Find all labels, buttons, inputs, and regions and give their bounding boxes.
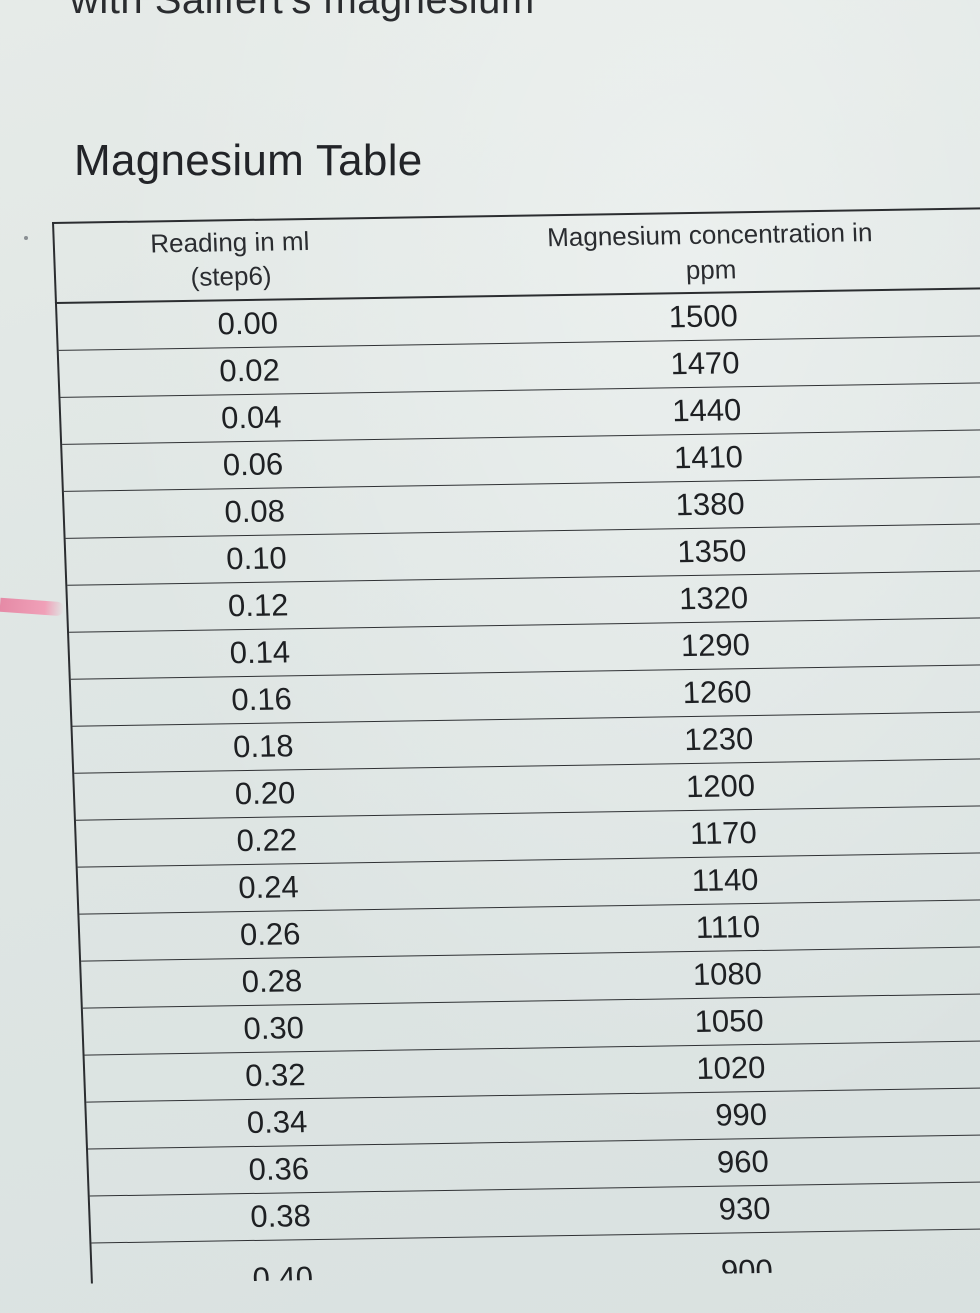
ppm-cell: 1290 xyxy=(449,627,750,668)
ppm-value: 960 xyxy=(716,1143,770,1180)
ppm-cell: 900 xyxy=(471,1235,773,1284)
ppm-cell: 1470 xyxy=(439,345,740,386)
table-body: 0.00 1500 0.02 1470 0.04 1440 0.06 1410 0.08 1380… xyxy=(55,288,980,1284)
reading-value: 0.00 xyxy=(216,305,279,342)
reading-cell: 0.18 xyxy=(73,726,454,768)
ppm-value: 1050 xyxy=(693,1002,765,1039)
ppm-value: 1230 xyxy=(683,721,754,758)
reading-value: 0.16 xyxy=(230,681,293,718)
page-title: Magnesium Table xyxy=(74,136,423,185)
reading-value: 0.30 xyxy=(242,1010,305,1047)
ppm-value: 1290 xyxy=(680,627,751,664)
reading-value: 0.24 xyxy=(237,869,300,906)
header-concentration-line1: Magnesium concentration in xyxy=(546,217,873,253)
ppm-value: 1110 xyxy=(695,908,761,945)
header-concentration: Magnesium concentration in ppm xyxy=(404,209,980,297)
reading-cell: 0.14 xyxy=(69,632,450,674)
reading-cell: 0.22 xyxy=(76,820,457,862)
ppm-value: 1500 xyxy=(668,298,739,335)
ppm-cell: 1260 xyxy=(451,674,752,715)
ppm-cell: 1500 xyxy=(437,298,738,339)
ppm-value: 930 xyxy=(718,1190,772,1227)
reading-cell: 0.30 xyxy=(83,1008,464,1050)
ppm-cell: 1110 xyxy=(460,909,761,950)
ppm-cell: 1410 xyxy=(442,439,743,480)
reading-cell: 0.28 xyxy=(81,961,462,1003)
reading-cell: 0.04 xyxy=(61,397,442,439)
ppm-cell: 1140 xyxy=(458,862,759,903)
reading-cell: 0.40 xyxy=(92,1240,473,1284)
reading-value: 0.36 xyxy=(248,1151,310,1188)
ppm-value: 1380 xyxy=(675,486,746,523)
reading-cell: 0.32 xyxy=(85,1055,466,1097)
ppm-cell: 1350 xyxy=(446,533,747,574)
ppm-value: 1080 xyxy=(692,955,763,993)
reading-value: 0.34 xyxy=(246,1104,308,1141)
reading-value: 0.28 xyxy=(241,963,303,1000)
reading-value: 0.14 xyxy=(229,634,291,671)
reading-cell: 0.38 xyxy=(90,1196,471,1238)
reading-value: 0.26 xyxy=(239,916,302,953)
reading-cell: 0.20 xyxy=(74,773,455,815)
ppm-value: 1320 xyxy=(678,580,749,617)
ppm-value: 1140 xyxy=(691,861,760,899)
ppm-cell: 1320 xyxy=(447,580,748,621)
reading-value: 0.04 xyxy=(220,399,283,436)
ppm-cell: 1380 xyxy=(444,486,745,527)
header-reading: Reading in ml (step6) xyxy=(54,218,407,301)
reading-cell: 0.06 xyxy=(62,444,443,486)
ppm-cell: 1020 xyxy=(465,1050,766,1091)
ppm-value: 900 xyxy=(720,1252,774,1284)
reading-cell: 0.24 xyxy=(78,867,459,909)
ppm-value: 1470 xyxy=(669,345,741,382)
ppm-value: 1170 xyxy=(689,815,758,852)
ppm-cell: 1440 xyxy=(441,392,742,433)
header-reading-line2: (step6) xyxy=(190,260,273,292)
ppm-cell: 990 xyxy=(466,1096,768,1138)
reading-value: 0.38 xyxy=(249,1198,312,1234)
ppm-value: 990 xyxy=(714,1096,768,1133)
ppm-value: 1410 xyxy=(673,439,744,476)
cut-off-heading: with Salifert's magnesium xyxy=(70,0,535,22)
reading-cell: 0.00 xyxy=(57,303,438,345)
reading-value: 0.02 xyxy=(218,352,281,389)
ppm-value: 1260 xyxy=(681,674,753,711)
reading-value: 0.08 xyxy=(223,493,286,530)
reading-value: 0.18 xyxy=(232,728,295,765)
reading-cell: 0.08 xyxy=(64,491,445,533)
ppm-cell: 1170 xyxy=(456,815,757,856)
reading-cell: 0.26 xyxy=(80,914,461,956)
ppm-cell: 1230 xyxy=(453,721,754,762)
header-concentration-line2: ppm xyxy=(685,254,737,286)
reading-cell: 0.12 xyxy=(68,585,449,627)
ppm-cell: 960 xyxy=(468,1144,769,1185)
reading-value: 0.22 xyxy=(235,822,298,859)
ppm-cell: 1200 xyxy=(454,768,755,809)
ppm-cell: 930 xyxy=(470,1191,771,1232)
reading-value: 0.32 xyxy=(244,1057,307,1094)
reading-value: 0.10 xyxy=(225,540,288,577)
ppm-cell: 1050 xyxy=(463,1003,764,1044)
reading-cell: 0.36 xyxy=(88,1149,469,1191)
reading-cell: 0.10 xyxy=(66,538,447,580)
header-reading-line1: Reading in ml xyxy=(149,226,310,259)
reading-cell: 0.34 xyxy=(86,1102,467,1144)
reading-value: 0.12 xyxy=(227,587,289,624)
reading-cell: 0.16 xyxy=(71,679,452,721)
reading-value: 0.40 xyxy=(251,1260,314,1284)
ppm-value: 1200 xyxy=(685,768,756,805)
reading-value: 0.20 xyxy=(234,775,296,812)
magnesium-table: Reading in ml (step6) Magnesium concentr… xyxy=(52,206,980,1284)
reading-value: 0.06 xyxy=(222,446,284,483)
ppm-cell: 1080 xyxy=(461,956,762,997)
ppm-value: 1440 xyxy=(671,392,742,429)
ppm-value: 1020 xyxy=(695,1049,766,1086)
highlighter-mark xyxy=(0,597,65,617)
paper-speck xyxy=(24,236,28,240)
ppm-value: 1350 xyxy=(676,533,748,570)
reading-cell: 0.02 xyxy=(59,350,440,392)
table-header-row: Reading in ml (step6) Magnesium concentr… xyxy=(52,206,980,304)
